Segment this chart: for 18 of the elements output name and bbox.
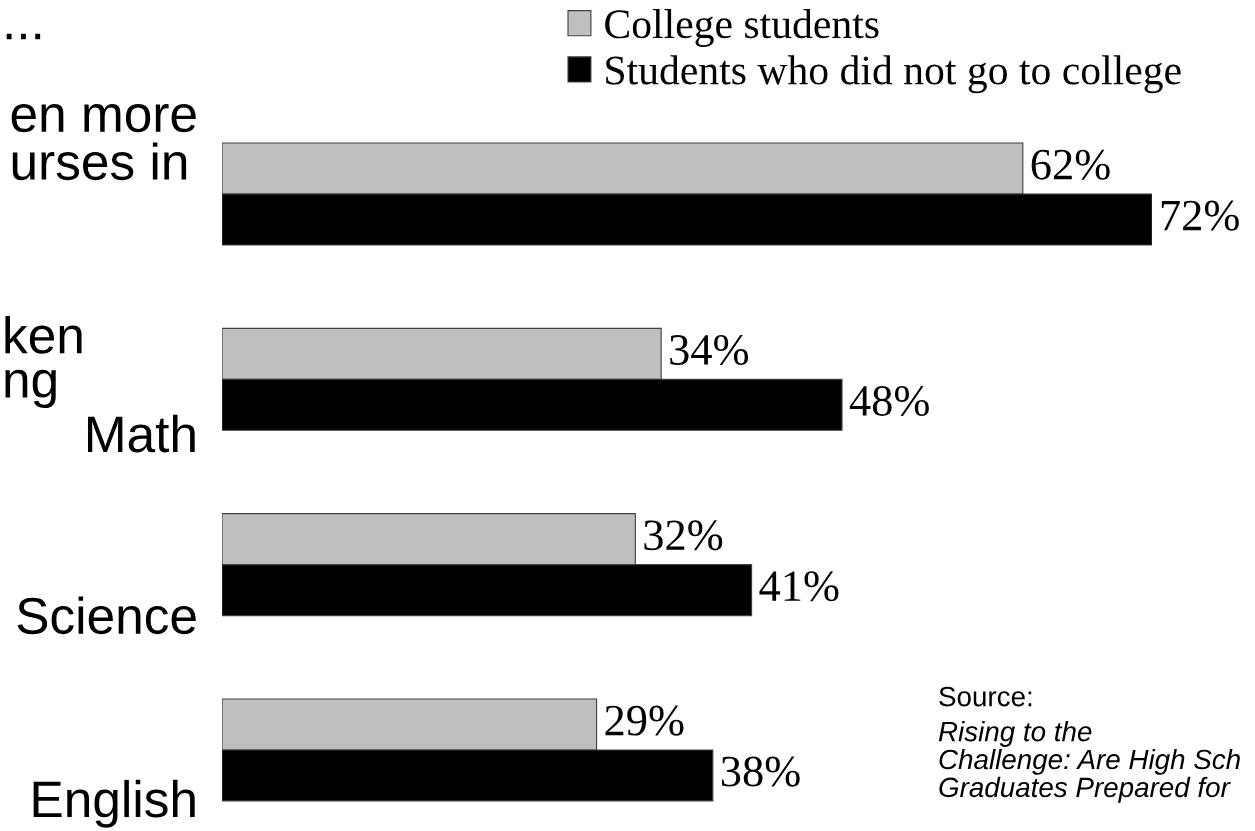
y-tick-label: en more urses in: [11, 104, 196, 181]
data-label: 32%: [644, 520, 723, 551]
y-tick-label: Science: [17, 596, 196, 635]
legend-label: Students who did not go to college: [606, 55, 1181, 94]
chart-title: ...: [6, 33, 41, 40]
data-label: 34%: [670, 334, 749, 366]
legend-label: College students: [605, 9, 879, 47]
data-label: 29%: [605, 705, 684, 736]
text: ken ng: [5, 316, 82, 409]
annotation: Source:: [939, 686, 1032, 707]
y-tick-label: English: [33, 779, 195, 828]
annotation: Rising to the Challenge: Are High Sch Graduates Prepared for: [938, 721, 1240, 803]
data-label: 72%: [1161, 200, 1239, 231]
data-label: 62%: [1031, 149, 1110, 180]
data-label: 38%: [721, 756, 800, 787]
data-label: 41%: [759, 571, 839, 602]
y-tick-label: Math: [87, 414, 195, 453]
data-label: 48%: [849, 385, 929, 417]
